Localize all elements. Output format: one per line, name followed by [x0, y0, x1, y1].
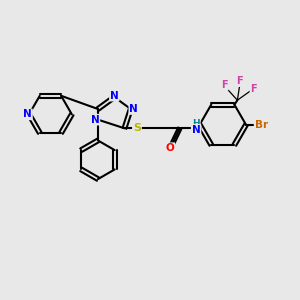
- Text: N: N: [192, 125, 200, 135]
- Text: O: O: [166, 143, 174, 153]
- Text: F: F: [250, 84, 257, 94]
- Text: F: F: [236, 76, 243, 86]
- Text: N: N: [23, 109, 32, 119]
- Text: N: N: [129, 104, 138, 114]
- Text: N: N: [91, 115, 99, 125]
- Text: S: S: [133, 123, 141, 133]
- Text: H: H: [192, 119, 200, 128]
- Text: F: F: [221, 80, 228, 90]
- Text: Br: Br: [255, 120, 268, 130]
- Text: N: N: [110, 91, 119, 100]
